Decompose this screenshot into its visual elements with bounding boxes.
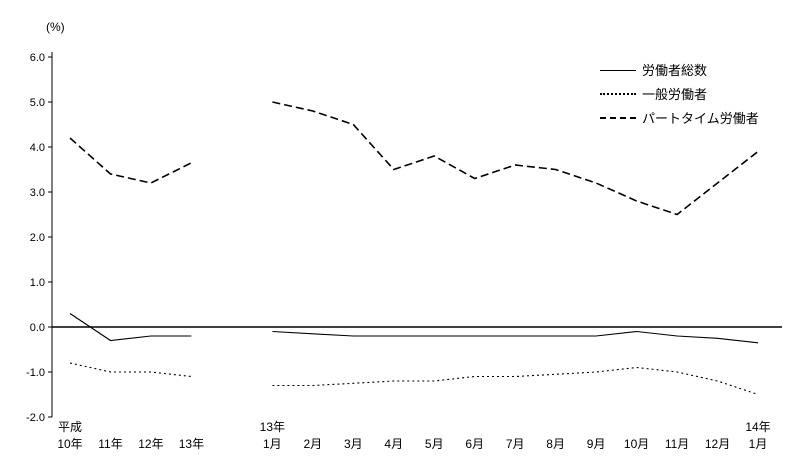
x-tick-label-era: 14年 [745, 420, 770, 434]
y-tick-label: 0.0 [30, 322, 45, 334]
x-tick-label-era: 平成 [58, 420, 82, 434]
x-tick-label: 5月 [425, 437, 444, 451]
x-tick-label: 11年 [98, 437, 122, 451]
series-line-0 [69, 313, 759, 344]
x-tick-label: 7月 [506, 437, 525, 451]
chart-legend: 労働者総数 一般労働者 パートタイム労働者 [600, 58, 759, 130]
x-tick-label: 10月 [624, 437, 649, 451]
x-tick-label: 2月 [303, 437, 322, 451]
legend-item-parttime-workers: パートタイム労働者 [600, 106, 759, 130]
legend-item-general-workers: 一般労働者 [600, 82, 759, 106]
x-tick-label: 11月 [665, 437, 689, 451]
y-tick-label: 1.0 [30, 277, 45, 289]
x-tick-label-era: 13年 [260, 420, 285, 434]
legend-item-total-workers: 労働者総数 [600, 58, 759, 82]
legend-label-parttime-workers: パートタイム労働者 [642, 110, 759, 126]
x-tick-label: 1月 [749, 437, 768, 451]
solid-line-sample-icon [600, 69, 636, 71]
dashed-line-sample-icon [600, 117, 636, 119]
x-tick-label: 13年 [179, 437, 204, 451]
y-tick-label: -1.0 [26, 367, 45, 379]
series-line-2 [69, 101, 759, 216]
legend-label-total-workers: 労働者総数 [642, 62, 708, 78]
x-tick-label: 3月 [344, 437, 363, 451]
y-tick-label: -2.0 [26, 412, 45, 424]
x-tick-label: 4月 [384, 437, 403, 451]
y-tick-label: 3.0 [30, 187, 45, 199]
x-tick-label: 1月 [263, 437, 282, 451]
x-tick-label: 9月 [587, 437, 606, 451]
x-tick-label: 8月 [546, 437, 565, 451]
series-line-1 [69, 362, 759, 396]
dotted-line-sample-icon [600, 93, 636, 95]
x-tick-label: 12月 [705, 437, 730, 451]
x-tick-label: 12年 [138, 437, 163, 451]
y-tick-label: 4.0 [30, 142, 45, 154]
y-tick-label: 6.0 [30, 52, 45, 64]
y-axis-unit-label: (%) [46, 20, 65, 34]
legend-label-general-workers: 一般労働者 [642, 86, 708, 102]
y-tick-label: 2.0 [30, 232, 45, 244]
x-tick-label: 6月 [465, 437, 484, 451]
x-tick-label: 10年 [57, 437, 82, 451]
y-tick-label: 5.0 [30, 97, 45, 109]
